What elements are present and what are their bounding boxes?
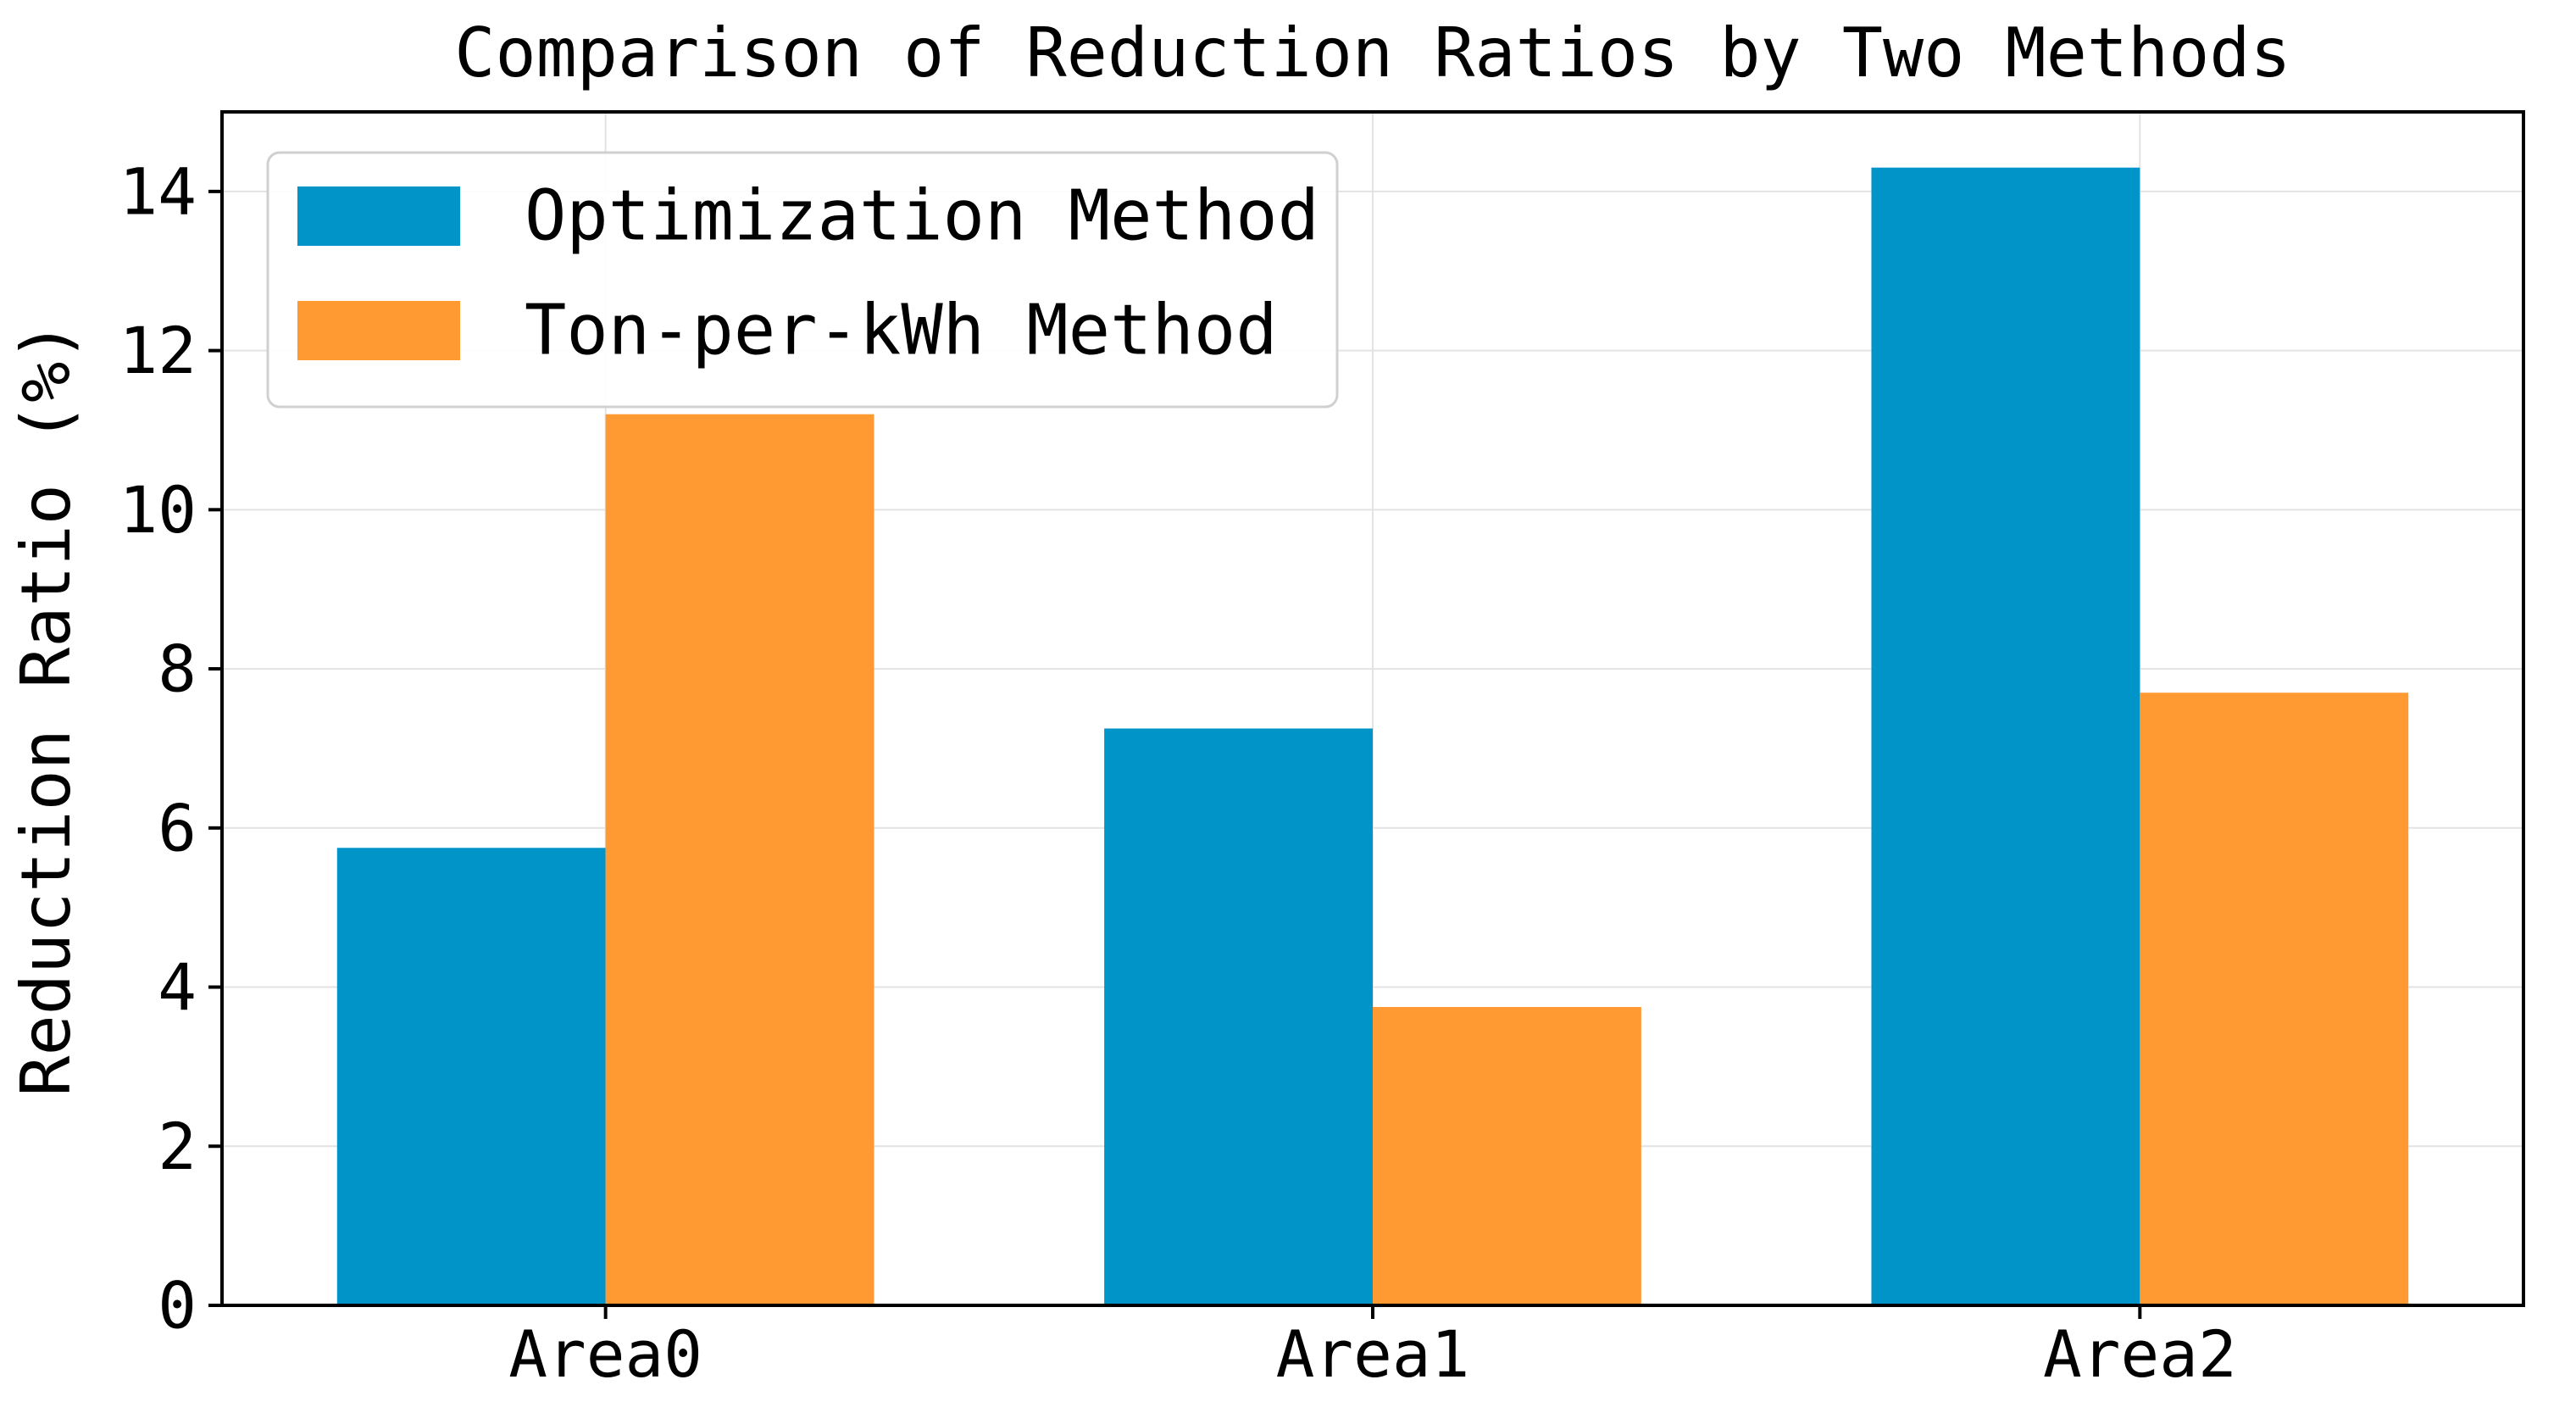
bar-Area2-series-1	[2140, 693, 2409, 1305]
y-tick-label-0: 0	[158, 1268, 197, 1343]
chart-title: Comparison of Reduction Ratios by Two Me…	[454, 14, 2290, 92]
legend-label-0: Optimization Method	[525, 176, 1319, 257]
bar-Area2-series-0	[1871, 167, 2140, 1305]
y-tick-label-6: 6	[158, 790, 197, 865]
legend: Optimization Method Ton-per-kWh Method	[266, 151, 1339, 409]
x-tick-label-Area0: Area0	[508, 1316, 702, 1392]
bar-Area1-series-1	[1373, 1007, 1641, 1305]
y-axis-label: Reduction Ratio (%)	[7, 320, 86, 1096]
axis-ticks: 0 2 4 6 8 10 12 14 Area0 Area1 Area2	[119, 153, 2236, 1392]
x-tick-label-Area1: Area1	[1276, 1316, 1470, 1392]
legend-box	[266, 151, 1339, 409]
bars	[336, 167, 2409, 1305]
y-tick-label-4: 4	[158, 949, 197, 1025]
legend-swatch-0	[297, 186, 460, 246]
x-tick-label-Area2: Area2	[2043, 1316, 2237, 1392]
legend-swatch-1	[297, 301, 460, 360]
y-tick-label-14: 14	[119, 153, 197, 229]
y-tick-label-10: 10	[119, 472, 197, 548]
bar-Area0-series-0	[336, 848, 606, 1305]
legend-label-1: Ton-per-kWh Method	[525, 291, 1278, 371]
bar-Area1-series-0	[1104, 728, 1373, 1305]
bar-Area0-series-1	[605, 414, 874, 1305]
y-tick-label-2: 2	[158, 1109, 197, 1184]
y-tick-label-12: 12	[119, 313, 197, 388]
y-tick-label-8: 8	[158, 631, 197, 707]
